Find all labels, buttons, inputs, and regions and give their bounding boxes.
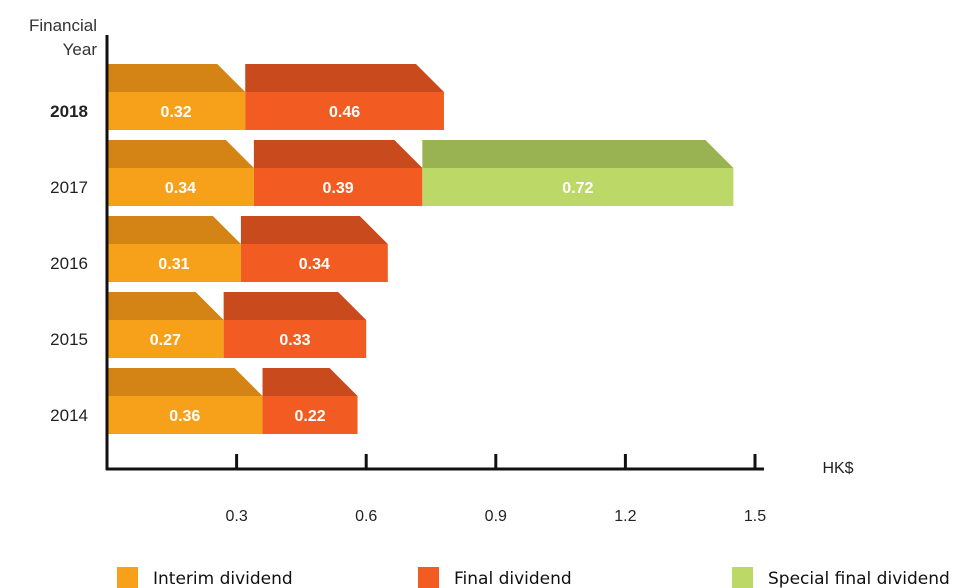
data-label-2016-0: 0.31 [158,256,189,273]
x-tick-label-1.2: 1.2 [614,508,636,525]
bar-top-2016-1 [240,216,388,244]
bar-2018-0 [107,92,246,130]
bar-2016-0 [107,244,241,282]
x-tick-label-0.3: 0.3 [225,508,247,525]
data-label-2018-0: 0.32 [161,104,192,121]
legend-label-0: Interim dividend [153,569,293,588]
y-tick-label-2016: 2016 [50,254,88,273]
data-label-2017-1: 0.39 [323,180,354,197]
data-label-2017-0: 0.34 [165,180,196,197]
legend-label-2: Special final dividend [768,569,950,588]
bar-top-2017-2 [422,140,734,168]
data-label-2017-2: 0.72 [562,180,593,197]
bar-top-2018-0 [107,64,246,92]
bar-top-2015-0 [107,292,224,320]
bar-top-2015-1 [223,292,367,320]
legend-swatch-1 [418,567,439,588]
data-label-2016-1: 0.34 [299,256,330,273]
y-tick-label-2018: 2018 [50,102,88,121]
bar-2014-1 [262,396,358,434]
data-label-2014-1: 0.22 [294,408,325,425]
y-tick-label-2017: 2017 [50,178,88,197]
x-tick-label-1.5: 1.5 [744,508,766,525]
bar-2016-1 [240,244,388,282]
data-label-2018-1: 0.46 [329,104,360,121]
bar-top-2017-0 [107,140,254,168]
bar-top-2018-1 [245,64,444,92]
x-tick-label-0.9: 0.9 [485,508,507,525]
legend-label-1: Final dividend [454,569,572,588]
y-axis-title-line-2: Year [63,40,98,59]
bar-2017-1 [253,168,423,206]
bar-2018-1 [245,92,444,130]
data-label-2014-0: 0.36 [169,408,200,425]
bar-top-2016-0 [107,216,241,244]
bar-2015-0 [107,320,224,358]
legend-swatch-2 [732,567,753,588]
bar-2015-1 [223,320,367,358]
bar-2017-0 [107,168,254,206]
bars-group: 2018 0.32 0.46 2017 0.34 0.39 0.72 2016 0.31 0.34… [50,64,734,434]
bar-top-2017-1 [253,140,423,168]
legend-swatch-0 [117,567,138,588]
bar-2014-0 [107,396,263,434]
y-tick-label-2014: 2014 [50,406,88,425]
y-axis-title-line-1: Financial [29,16,97,35]
data-label-2015-1: 0.33 [279,332,310,349]
y-tick-label-2015: 2015 [50,330,88,349]
x-tick-label-0.6: 0.6 [355,508,377,525]
legend: Interim dividend Final dividend Special fi… [117,567,950,588]
x-axis-unit: HK$ [822,460,853,477]
x-ticks-group: 0.3 0.6 0.9 1.2 1.5 [225,454,766,525]
data-label-2015-0: 0.27 [150,332,181,349]
bar-top-2014-0 [107,368,263,396]
bar-2017-2 [422,168,734,206]
bar-top-2014-1 [262,368,358,396]
